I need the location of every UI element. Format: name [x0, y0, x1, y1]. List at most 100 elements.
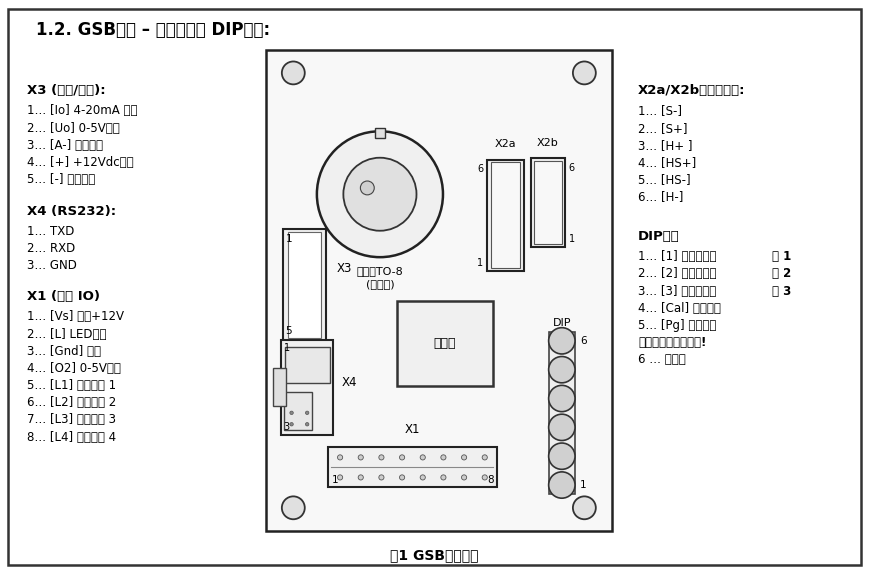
Text: 8… [L4] 阀値开关 4: 8… [L4] 阀値开关 4 [28, 431, 116, 443]
Text: 3… [Gnd] 接地: 3… [Gnd] 接地 [28, 345, 102, 358]
Ellipse shape [548, 356, 575, 383]
Ellipse shape [343, 158, 416, 231]
Bar [531, 158, 566, 247]
Text: X2a/X2b外接传感器:: X2a/X2b外接传感器: [638, 85, 746, 97]
Ellipse shape [441, 455, 446, 460]
Ellipse shape [282, 62, 305, 85]
Text: X3: X3 [336, 262, 352, 275]
Bar [284, 392, 312, 430]
Text: 8: 8 [487, 475, 494, 485]
Text: 1: 1 [286, 234, 292, 244]
Ellipse shape [290, 411, 294, 415]
Ellipse shape [548, 472, 575, 498]
Text: X4 (RS232):: X4 (RS232): [28, 205, 116, 217]
Bar [289, 232, 321, 338]
Bar [266, 50, 612, 531]
Text: 位 1: 位 1 [773, 250, 792, 263]
Text: 位 2: 位 2 [773, 267, 792, 281]
Text: 2… [S+]: 2… [S+] [638, 121, 687, 135]
Ellipse shape [358, 475, 363, 480]
Ellipse shape [573, 62, 596, 85]
Ellipse shape [305, 411, 308, 415]
Text: X2b: X2b [537, 138, 559, 148]
Text: 1… [1] 传感器选择: 1… [1] 传感器选择 [638, 250, 717, 263]
Text: 4… [+] +12Vdc电源: 4… [+] +12Vdc电源 [28, 156, 134, 169]
Text: X1: X1 [405, 423, 420, 436]
Text: 6… [L2] 阀値开关 2: 6… [L2] 阀値开关 2 [28, 396, 116, 409]
Text: 1: 1 [477, 258, 483, 269]
Text: 6… [H-]: 6… [H-] [638, 190, 683, 203]
Text: 2… [L] LED输出: 2… [L] LED输出 [28, 328, 107, 340]
Ellipse shape [305, 423, 308, 426]
Ellipse shape [482, 455, 488, 460]
Text: 5… [-] 地面电源: 5… [-] 地面电源 [28, 173, 96, 186]
Ellipse shape [421, 475, 425, 480]
Text: X2a: X2a [494, 139, 516, 150]
Text: 4… [O2] 0-5V输出: 4… [O2] 0-5V输出 [28, 362, 122, 375]
Text: 图1 GSB端子分配: 图1 GSB端子分配 [390, 548, 479, 562]
Ellipse shape [290, 423, 294, 426]
Text: 可选的TO-8: 可选的TO-8 [356, 266, 403, 276]
Text: 位 3: 位 3 [773, 285, 792, 298]
Ellipse shape [482, 475, 488, 480]
Text: 1… [S-]: 1… [S-] [638, 105, 682, 117]
Text: 5… [L1] 阀値开关 1: 5… [L1] 阀値开关 1 [28, 379, 116, 392]
Text: 7… [L3] 阀値开关 3: 7… [L3] 阀値开关 3 [28, 413, 116, 427]
Ellipse shape [361, 181, 375, 195]
Ellipse shape [379, 475, 384, 480]
Bar [491, 162, 521, 269]
Ellipse shape [282, 496, 305, 519]
Text: 5… [HS-]: 5… [HS-] [638, 173, 691, 186]
Ellipse shape [461, 455, 467, 460]
Text: X4: X4 [342, 376, 357, 389]
Text: 6: 6 [580, 336, 587, 346]
Text: 2… [Uo] 0-5V输出: 2… [Uo] 0-5V输出 [28, 121, 120, 135]
Bar [273, 369, 286, 406]
Ellipse shape [548, 414, 575, 440]
Text: 3… GND: 3… GND [28, 259, 77, 272]
Ellipse shape [400, 475, 405, 480]
Text: 1: 1 [580, 480, 587, 490]
Bar [549, 332, 574, 493]
Bar [397, 301, 493, 386]
Text: 4… [HS+]: 4… [HS+] [638, 156, 696, 169]
Text: 1: 1 [569, 234, 575, 244]
Ellipse shape [573, 496, 596, 519]
Ellipse shape [337, 475, 342, 480]
Text: 1: 1 [284, 343, 290, 353]
Bar [282, 340, 333, 435]
Ellipse shape [441, 475, 446, 480]
Ellipse shape [548, 443, 575, 469]
Text: 2… [2] 传感器选择: 2… [2] 传感器选择 [638, 267, 717, 281]
Text: 3… [3] 传感器选择: 3… [3] 传感器选择 [638, 285, 716, 298]
Bar [488, 159, 524, 271]
Text: 1… TXD: 1… TXD [28, 225, 75, 237]
Ellipse shape [400, 455, 405, 460]
Text: DIP开关: DIP开关 [638, 230, 680, 243]
Ellipse shape [461, 475, 467, 480]
Text: 1… [Io] 4-20mA 输出: 1… [Io] 4-20mA 输出 [28, 105, 138, 117]
Bar [328, 447, 497, 488]
Ellipse shape [548, 385, 575, 412]
Ellipse shape [421, 455, 425, 460]
Text: 5: 5 [286, 326, 292, 336]
Ellipse shape [358, 455, 363, 460]
Text: 2… RXD: 2… RXD [28, 242, 76, 255]
Text: 4… [Cal] 校准开关: 4… [Cal] 校准开关 [638, 302, 721, 315]
Text: 1: 1 [331, 475, 338, 485]
Text: 5… [Pg] 编程开关: 5… [Pg] 编程开关 [638, 319, 716, 332]
Text: 在正常工作期间关闭!: 在正常工作期间关闭! [638, 336, 706, 349]
Text: 3: 3 [284, 421, 290, 432]
Ellipse shape [548, 328, 575, 354]
Ellipse shape [337, 455, 342, 460]
Bar [375, 128, 384, 138]
Bar [534, 161, 562, 244]
Text: 6 … 不使用: 6 … 不使用 [638, 353, 686, 366]
Text: DIP: DIP [553, 318, 571, 328]
Bar [283, 229, 326, 341]
Text: X3 (电源/模拟):: X3 (电源/模拟): [28, 85, 106, 97]
Text: X1 (普通 IO): X1 (普通 IO) [28, 290, 101, 304]
Text: 3… [A-] 模拟接地: 3… [A-] 模拟接地 [28, 139, 103, 152]
Text: 1… [Vs] 可选+12V: 1… [Vs] 可选+12V [28, 310, 124, 323]
Ellipse shape [317, 131, 443, 257]
